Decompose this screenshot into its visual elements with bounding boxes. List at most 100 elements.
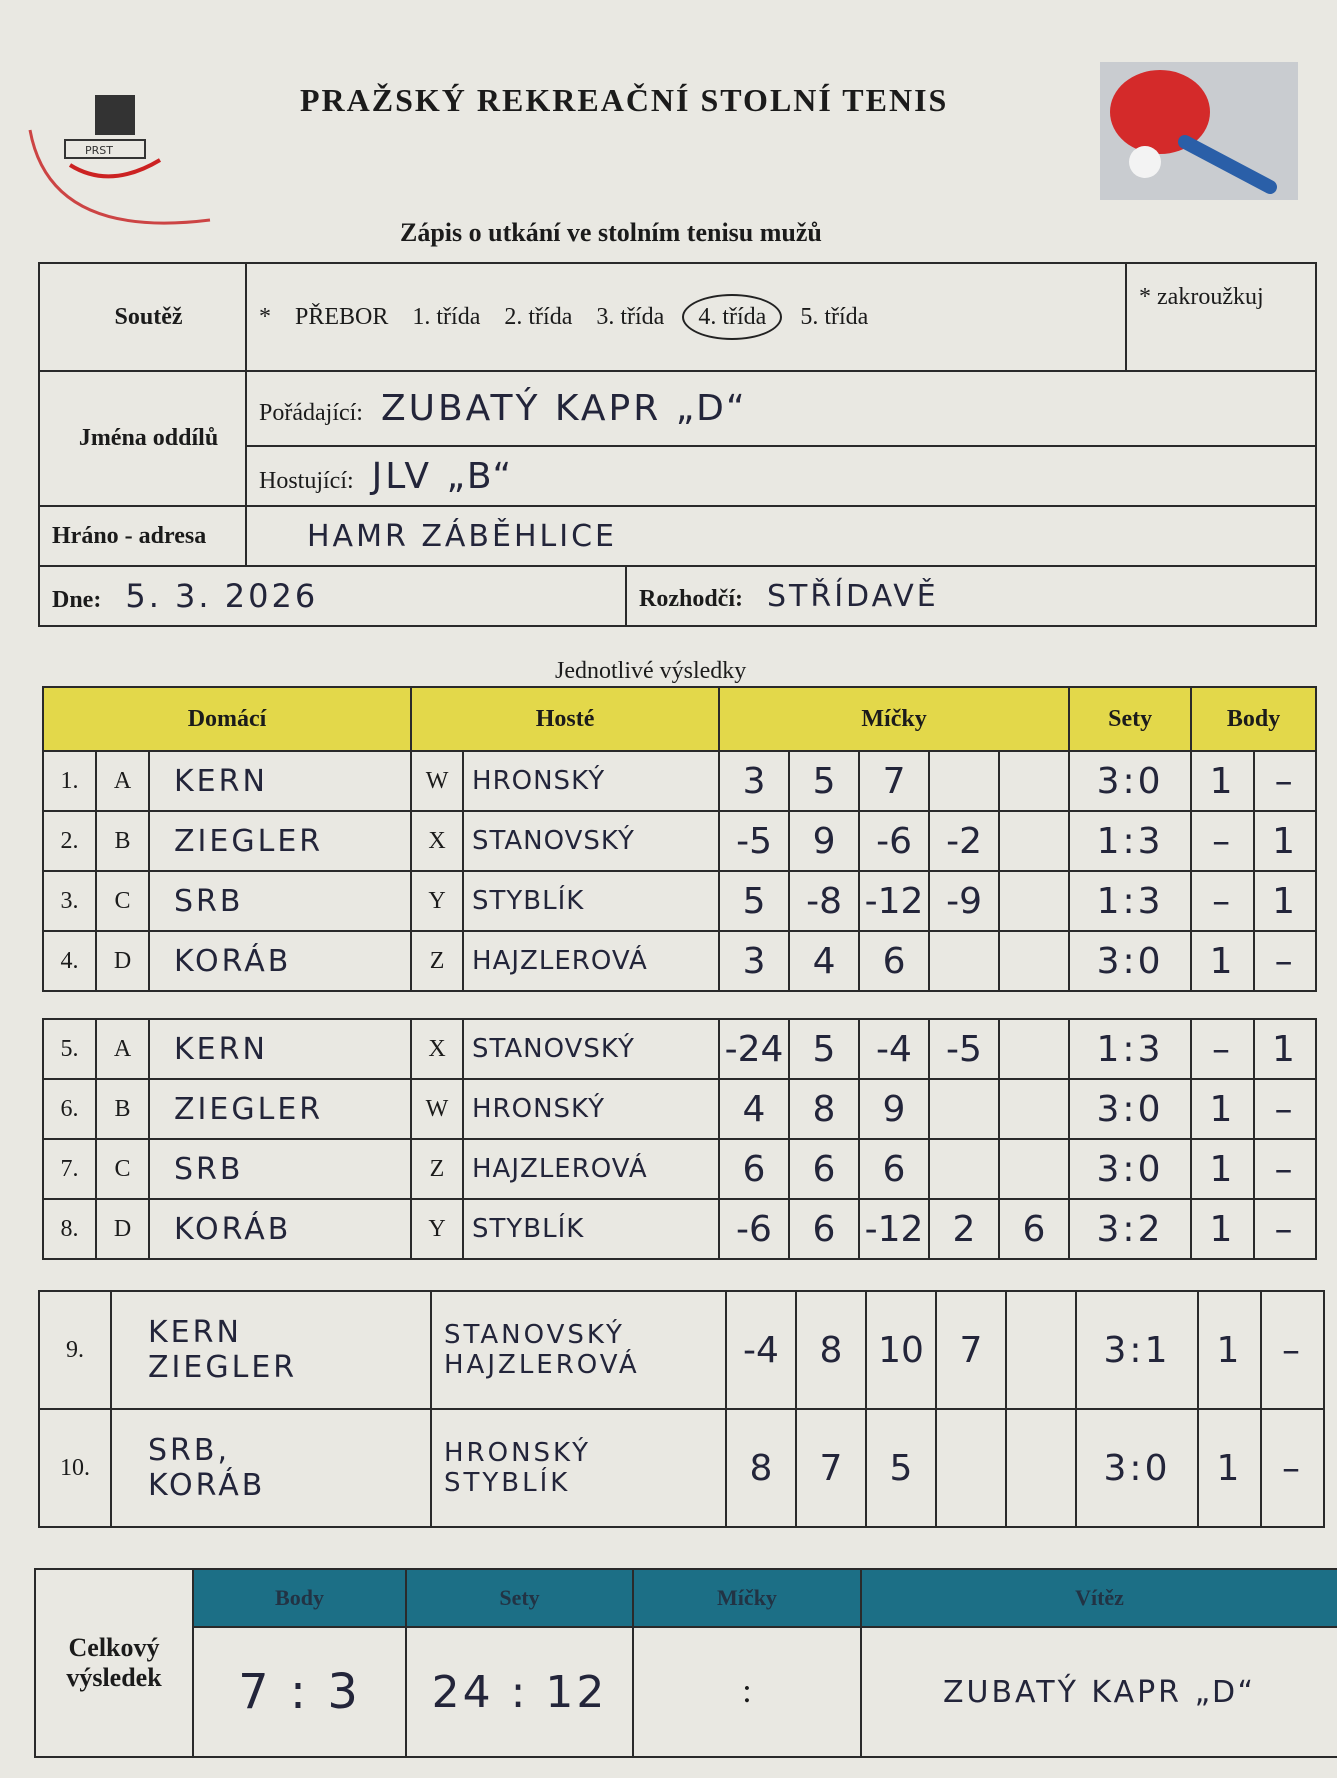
ball-score: 7 bbox=[858, 750, 931, 812]
ball-score: -24 bbox=[718, 1018, 790, 1080]
class-2: 2. třída bbox=[504, 303, 573, 330]
ball-score: -5 bbox=[928, 1018, 1000, 1080]
guest-player: HRONSKÝ bbox=[462, 1078, 720, 1140]
class-1: 1. třída bbox=[412, 303, 481, 330]
ball-score bbox=[928, 750, 1001, 812]
ball-score bbox=[928, 930, 1001, 992]
home-player: ZIEGLER bbox=[147, 810, 413, 872]
match-row: 6. B ZIEGLER W HRONSKÝ 4 8 9 3:0 1– bbox=[42, 1078, 1317, 1140]
sets-score: 1:3 bbox=[1068, 810, 1193, 872]
sets-header: Sety bbox=[1068, 686, 1193, 752]
match-number: 1. bbox=[42, 750, 97, 812]
home-letter: A bbox=[95, 1018, 150, 1080]
ball-score: 9 bbox=[858, 1078, 930, 1140]
ball-score bbox=[998, 870, 1071, 932]
summary-winner-header: Vítěz bbox=[860, 1568, 1337, 1628]
ball-score: -12 bbox=[858, 870, 931, 932]
match-row: 7. C SRB Z HAJZLEROVÁ 6 6 6 3:0 1– bbox=[42, 1138, 1317, 1200]
ball-score: 6 bbox=[788, 1198, 860, 1260]
ball-score: 8 bbox=[795, 1290, 867, 1410]
home-player: KERN bbox=[147, 750, 413, 812]
guest-point: 1 bbox=[1253, 810, 1318, 872]
guest-player-2: STYBLÍK bbox=[444, 1468, 571, 1498]
match-number: 10. bbox=[38, 1408, 112, 1528]
guest-point: 1 bbox=[1253, 870, 1318, 932]
ball-score bbox=[998, 750, 1071, 812]
summary-points-header: Body bbox=[192, 1568, 407, 1628]
guest-header: Hosté bbox=[410, 686, 721, 752]
guest-player: STYBLÍK bbox=[462, 870, 721, 932]
guest-letter: Y bbox=[410, 870, 465, 932]
guest-player: HAJZLEROVÁ bbox=[462, 1138, 720, 1200]
home-player: KORÁB bbox=[147, 930, 413, 992]
guest-player-2: HAJZLEROVÁ bbox=[444, 1350, 640, 1380]
match-row: 8. D KORÁB Y STYBLÍK -6 6 -12 2 6 3:2 1– bbox=[42, 1198, 1317, 1260]
ball-score: 7 bbox=[935, 1290, 1007, 1410]
doubles-row: 10. SRB, KORÁB HRONSKÝ STYBLÍK 8 7 5 3:0 1– bbox=[38, 1408, 1325, 1528]
guest-player-1: HRONSKÝ bbox=[444, 1438, 592, 1468]
guest-team-value: JLV „B“ bbox=[371, 455, 515, 497]
home-pair: KERN ZIEGLER bbox=[110, 1290, 432, 1410]
match-number: 3. bbox=[42, 870, 97, 932]
ball-score: 6 bbox=[858, 930, 931, 992]
ball-score: -5 bbox=[718, 810, 791, 872]
home-player: KORÁB bbox=[148, 1198, 412, 1260]
home-point: 1 bbox=[1197, 1408, 1262, 1528]
home-team-row: Pořádající: ZUBATÝ KAPR „D“ bbox=[244, 370, 1318, 447]
sets-score: 3:2 bbox=[1068, 1198, 1192, 1260]
guest-player: HAJZLEROVÁ bbox=[462, 930, 721, 992]
points-header: Body bbox=[1190, 686, 1318, 752]
ball-score bbox=[998, 1078, 1070, 1140]
guest-point: – bbox=[1260, 1290, 1325, 1410]
summary-balls-header: Míčky bbox=[632, 1568, 862, 1628]
home-letter: C bbox=[95, 1138, 150, 1200]
doubles-table: 9. KERN ZIEGLER STANOVSKÝ HAJZLEROVÁ -4 8 10 7 3:… bbox=[38, 1290, 1325, 1528]
doubles-row: 9. KERN ZIEGLER STANOVSKÝ HAJZLEROVÁ -4 8 10 7 3:… bbox=[38, 1290, 1325, 1410]
circle-note: * zakroužkuj bbox=[1125, 262, 1318, 372]
overall-result-label: Celkový výsledek bbox=[34, 1568, 194, 1758]
summary-sets: 24 : 12 bbox=[405, 1626, 634, 1758]
page-title: PRAŽSKÝ REKREAČNÍ STOLNÍ TENIS bbox=[300, 82, 949, 118]
home-point: 1 bbox=[1190, 1138, 1255, 1200]
summary-sets-header: Sety bbox=[405, 1568, 634, 1628]
ball-score: 6 bbox=[858, 1138, 930, 1200]
home-team-label: Pořádající: bbox=[259, 400, 363, 426]
home-letter: C bbox=[95, 870, 150, 932]
ball-score: 6 bbox=[788, 1138, 860, 1200]
guest-letter: Z bbox=[410, 930, 465, 992]
ball-score: -12 bbox=[858, 1198, 930, 1260]
ball-score: 3 bbox=[718, 930, 791, 992]
match-row: 1. A KERN W HRONSKÝ 3 5 7 3:0 1– bbox=[42, 750, 1318, 812]
match-number: 4. bbox=[42, 930, 97, 992]
referee-label: Rozhodčí: bbox=[639, 585, 743, 612]
ball-score bbox=[1005, 1408, 1077, 1528]
guest-player: STANOVSKÝ bbox=[462, 810, 721, 872]
match-number: 6. bbox=[42, 1078, 97, 1140]
sets-score: 3:0 bbox=[1075, 1408, 1199, 1528]
ball-score: -8 bbox=[788, 870, 861, 932]
home-point: 1 bbox=[1190, 1198, 1255, 1260]
guest-point: – bbox=[1253, 1138, 1317, 1200]
ball-score bbox=[998, 1018, 1070, 1080]
guest-player: HRONSKÝ bbox=[462, 750, 721, 812]
sets-score: 3:0 bbox=[1068, 1138, 1192, 1200]
class-prebor: PŘEBOR bbox=[295, 303, 389, 330]
guest-player: STYBLÍK bbox=[462, 1198, 720, 1260]
guest-team-row: Hostující: JLV „B“ bbox=[244, 445, 1318, 507]
address-value: HAMR ZÁBĚHLICE bbox=[244, 505, 1318, 567]
summary-winner: ZUBATÝ KAPR „D“ bbox=[860, 1626, 1337, 1758]
home-letter: D bbox=[95, 930, 150, 992]
date-value: 5. 3. 2026 bbox=[125, 577, 319, 615]
match-info-table: Soutěž * PŘEBOR 1. třída 2. třída 3. tří… bbox=[38, 262, 1318, 627]
asterisk: * bbox=[259, 303, 271, 330]
referee-value: STŘÍDAVĚ bbox=[767, 578, 939, 614]
match-row: 5. A KERN X STANOVSKÝ -24 5 -4 -5 1:3–1 bbox=[42, 1018, 1317, 1080]
guest-player: STANOVSKÝ bbox=[462, 1018, 720, 1080]
ball-score: -2 bbox=[928, 810, 1001, 872]
sets-score: 3:1 bbox=[1075, 1290, 1199, 1410]
ball-score bbox=[998, 1138, 1070, 1200]
ball-score: 5 bbox=[865, 1408, 937, 1528]
singles-table-1: Domácí Hosté Míčky Sety Body 1. A KERN W HRO… bbox=[41, 686, 1318, 992]
ball-score: 9 bbox=[788, 810, 861, 872]
home-player-2: ZIEGLER bbox=[148, 1350, 298, 1385]
